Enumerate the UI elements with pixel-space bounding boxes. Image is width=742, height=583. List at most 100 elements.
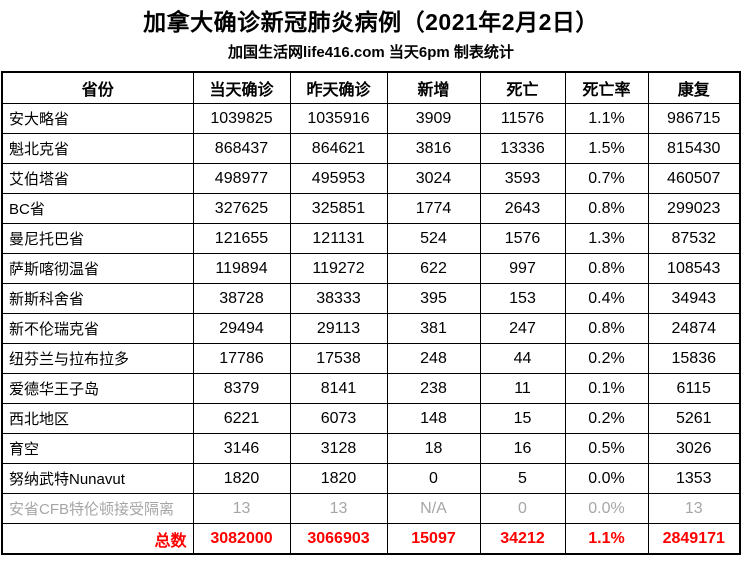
value-cell: 17786	[192, 343, 291, 374]
province-cell: 魁北克省	[1, 133, 194, 164]
value-cell: 148	[386, 403, 481, 434]
value-cell: 3026	[647, 433, 741, 464]
value-cell: 1.5%	[564, 133, 649, 164]
value-cell: 395	[386, 283, 481, 314]
value-cell: 34212	[479, 523, 566, 555]
page-subtitle: 加国生活网life416.com 当天6pm 制表统计	[228, 44, 514, 61]
value-cell: 1.3%	[564, 223, 649, 254]
value-cell: 2849171	[647, 523, 741, 555]
value-cell: 0.2%	[564, 343, 649, 374]
value-cell: 18	[386, 433, 481, 464]
table-row: 纽芬兰与拉布拉多 17786 17538 248 44 0.2% 15836	[1, 343, 741, 374]
column-header-5: 死亡率	[564, 71, 649, 104]
value-cell: 15097	[386, 523, 481, 555]
value-cell: 3128	[289, 433, 388, 464]
value-cell: 17538	[289, 343, 388, 374]
province-cell: 艾伯塔省	[1, 163, 194, 194]
value-cell: 0.8%	[564, 193, 649, 224]
quarantine-row: 安省CFB特伦顿接受隔离 13 13 N/A 0 0.0% 13	[1, 493, 741, 524]
value-cell: 247	[479, 313, 566, 344]
value-cell: N/A	[386, 493, 481, 524]
table-row: 安大略省 1039825 1035916 3909 11576 1.1% 986715	[1, 103, 741, 134]
table-row: 西北地区 6221 6073 148 15 0.2% 5261	[1, 403, 741, 434]
table-row: 萨斯喀彻温省 119894 119272 622 997 0.8% 108543	[1, 253, 741, 284]
value-cell: 1774	[386, 193, 481, 224]
covid-table: 省份 当天确诊 昨天确诊 新增 死亡 死亡率 康复 安大略省 1039825 1035916 39…	[1, 71, 741, 555]
value-cell: 13	[647, 493, 741, 524]
value-cell: 1353	[647, 463, 741, 494]
value-cell: 8141	[289, 373, 388, 404]
value-cell: 24874	[647, 313, 741, 344]
value-cell: 3082000	[192, 523, 291, 555]
header-row: 省份 当天确诊 昨天确诊 新增 死亡 死亡率 康复	[1, 71, 741, 104]
province-cell: 育空	[1, 433, 194, 464]
value-cell: 986715	[647, 103, 741, 134]
value-cell: 327625	[192, 193, 291, 224]
value-cell: 3593	[479, 163, 566, 194]
value-cell: 6221	[192, 403, 291, 434]
province-cell: 总数	[1, 523, 194, 555]
value-cell: 13336	[479, 133, 566, 164]
value-cell: 498977	[192, 163, 291, 194]
value-cell: 868437	[192, 133, 291, 164]
page-title: 加拿大确诊新冠肺炎病例（2021年2月2日）	[143, 9, 599, 35]
table-row: 新不伦瑞克省 29494 29113 381 247 0.8% 24874	[1, 313, 741, 344]
province-cell: 纽芬兰与拉布拉多	[1, 343, 194, 374]
column-header-1: 当天确诊	[192, 71, 291, 104]
value-cell: 11	[479, 373, 566, 404]
value-cell: 3816	[386, 133, 481, 164]
province-cell: 安大略省	[1, 103, 194, 134]
value-cell: 8379	[192, 373, 291, 404]
value-cell: 3909	[386, 103, 481, 134]
value-cell: 0.8%	[564, 253, 649, 284]
column-header-3: 新增	[386, 71, 481, 104]
value-cell: 16	[479, 433, 566, 464]
value-cell: 15836	[647, 343, 741, 374]
value-cell: 13	[289, 493, 388, 524]
value-cell: 864621	[289, 133, 388, 164]
value-cell: 6073	[289, 403, 388, 434]
value-cell: 121131	[289, 223, 388, 254]
table-row: 曼尼托巴省 121655 121131 524 1576 1.3% 87532	[1, 223, 741, 254]
value-cell: 5	[479, 463, 566, 494]
total-row: 总数 3082000 3066903 15097 34212 1.1% 2849171	[1, 523, 741, 555]
value-cell: 6115	[647, 373, 741, 404]
table-header: 省份 当天确诊 昨天确诊 新增 死亡 死亡率 康复	[1, 71, 741, 104]
value-cell: 248	[386, 343, 481, 374]
value-cell: 1.1%	[564, 103, 649, 134]
table-row: 艾伯塔省 498977 495953 3024 3593 0.7% 460507	[1, 163, 741, 194]
column-header-6: 康复	[647, 71, 741, 104]
value-cell: 622	[386, 253, 481, 284]
value-cell: 0.7%	[564, 163, 649, 194]
value-cell: 0.5%	[564, 433, 649, 464]
column-header-2: 昨天确诊	[289, 71, 388, 104]
value-cell: 3066903	[289, 523, 388, 555]
value-cell: 3024	[386, 163, 481, 194]
value-cell: 0.4%	[564, 283, 649, 314]
table-row: BC省 327625 325851 1774 2643 0.8% 299023	[1, 193, 741, 224]
province-cell: 安省CFB特伦顿接受隔离	[1, 493, 194, 524]
table-row: 魁北克省 868437 864621 3816 13336 1.5% 815430	[1, 133, 741, 164]
value-cell: 153	[479, 283, 566, 314]
column-header-0: 省份	[1, 71, 194, 104]
value-cell: 29494	[192, 313, 291, 344]
value-cell: 34943	[647, 283, 741, 314]
province-cell: 曼尼托巴省	[1, 223, 194, 254]
value-cell: 11576	[479, 103, 566, 134]
value-cell: 1.1%	[564, 523, 649, 555]
value-cell: 44	[479, 343, 566, 374]
value-cell: 5261	[647, 403, 741, 434]
value-cell: 325851	[289, 193, 388, 224]
value-cell: 0.0%	[564, 463, 649, 494]
value-cell: 381	[386, 313, 481, 344]
value-cell: 524	[386, 223, 481, 254]
value-cell: 2643	[479, 193, 566, 224]
value-cell: 460507	[647, 163, 741, 194]
value-cell: 0	[386, 463, 481, 494]
province-cell: 新斯科舍省	[1, 283, 194, 314]
value-cell: 997	[479, 253, 566, 284]
province-cell: 萨斯喀彻温省	[1, 253, 194, 284]
value-cell: 3146	[192, 433, 291, 464]
value-cell: 38728	[192, 283, 291, 314]
